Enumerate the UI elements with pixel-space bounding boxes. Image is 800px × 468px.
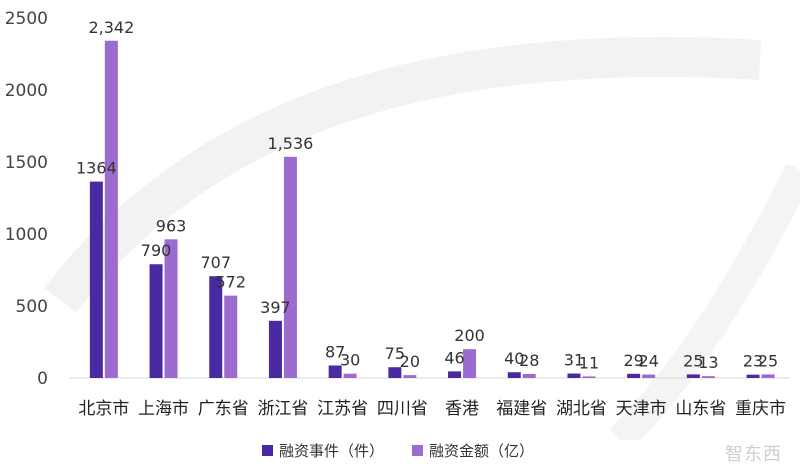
data-label-events: 397 xyxy=(260,298,291,317)
category-label: 北京市 xyxy=(78,399,129,419)
data-label-events: 31 xyxy=(564,351,584,370)
category-label: 山东省 xyxy=(675,399,726,419)
legend-item-amount: 融资金额（亿） xyxy=(412,440,534,461)
bar-events xyxy=(567,373,581,378)
y-tick-label: 1000 xyxy=(5,225,48,245)
category-label: 天津市 xyxy=(616,399,667,419)
bar-amount xyxy=(164,239,178,378)
bar-events xyxy=(746,374,760,378)
y-tick-label: 0 xyxy=(37,369,48,389)
data-label-events: 46 xyxy=(444,348,464,367)
data-label-amount: 13 xyxy=(698,353,718,372)
bar-events xyxy=(507,372,521,378)
data-label-amount: 30 xyxy=(340,351,360,370)
bar-events xyxy=(627,373,641,378)
data-label-events: 1364 xyxy=(76,159,117,178)
bar-events xyxy=(448,371,462,378)
data-label-amount: 25 xyxy=(758,351,778,370)
data-label-amount: 20 xyxy=(400,352,420,371)
data-label-events: 40 xyxy=(504,349,524,368)
data-label-events: 29 xyxy=(623,351,643,370)
data-label-amount: 2,342 xyxy=(88,18,134,37)
legend-label-events: 融资事件（件） xyxy=(279,442,385,460)
y-tick-label: 2000 xyxy=(5,81,48,101)
category-label: 江苏省 xyxy=(317,399,368,419)
bar-amount xyxy=(283,156,297,378)
category-label: 福建省 xyxy=(496,399,547,419)
x-axis-categories: 北京市 上海市 广东省 浙江省 江苏省 四川省 香港 福建省 湖北省 天津市 山东省 重庆市 xyxy=(78,399,786,419)
data-label-amount: 1,536 xyxy=(268,134,314,153)
data-label-amount: 11 xyxy=(579,353,599,372)
bar-amount xyxy=(343,373,357,378)
category-label: 重庆市 xyxy=(735,399,786,419)
bar-series xyxy=(89,40,775,378)
category-label: 湖北省 xyxy=(556,399,607,419)
data-label-amount: 200 xyxy=(454,326,485,345)
legend-label-amount: 融资金额（亿） xyxy=(429,442,535,460)
category-label: 四川省 xyxy=(377,399,428,419)
chart-legend: 融资事件（件） 融资金额（亿） xyxy=(262,440,534,461)
bar-amount xyxy=(642,374,656,378)
category-label: 浙江省 xyxy=(257,399,308,419)
bar-events xyxy=(209,276,223,378)
data-label-events: 707 xyxy=(200,253,231,272)
bar-events xyxy=(149,264,163,378)
bar-amount xyxy=(582,376,596,378)
data-label-amount: 572 xyxy=(215,273,246,292)
bar-amount xyxy=(104,40,118,378)
data-label-events: 25 xyxy=(683,351,703,370)
bar-amount xyxy=(701,376,715,378)
bar-amount xyxy=(224,295,238,378)
bar-amount xyxy=(403,375,417,378)
bar-amount xyxy=(761,374,775,378)
y-tick-label: 1500 xyxy=(5,153,48,173)
category-label: 广东省 xyxy=(198,399,249,419)
y-tick-label: 2500 xyxy=(5,9,48,29)
watermark-logo: 智东西 xyxy=(725,444,782,465)
legend-swatch-events xyxy=(262,445,273,456)
y-tick-label: 500 xyxy=(16,297,48,317)
data-label-events: 790 xyxy=(141,241,172,260)
bar-chart: 0 500 1000 1500 2000 2500 1364 2,342 790 963 7075… xyxy=(5,9,800,440)
background-watermark xyxy=(44,37,800,440)
data-label-events: 75 xyxy=(385,344,405,363)
bar-events xyxy=(328,365,342,378)
bar-amount xyxy=(522,373,536,378)
data-label-amount: 24 xyxy=(638,352,658,371)
y-axis-ticks: 0 500 1000 1500 2000 2500 xyxy=(5,9,48,389)
data-label-events: 87 xyxy=(325,342,345,361)
data-label-amount: 28 xyxy=(519,351,539,370)
data-label-events: 23 xyxy=(743,352,763,371)
bar-events xyxy=(686,374,700,378)
legend-item-events: 融资事件（件） xyxy=(262,440,384,461)
data-label-amount: 963 xyxy=(156,216,187,235)
bar-amount xyxy=(463,349,477,378)
bar-events xyxy=(89,181,103,378)
bar-events xyxy=(268,320,282,378)
category-label: 香港 xyxy=(445,399,479,419)
legend-swatch-amount xyxy=(412,445,424,456)
bar-events xyxy=(388,367,402,378)
category-label: 上海市 xyxy=(138,399,189,419)
